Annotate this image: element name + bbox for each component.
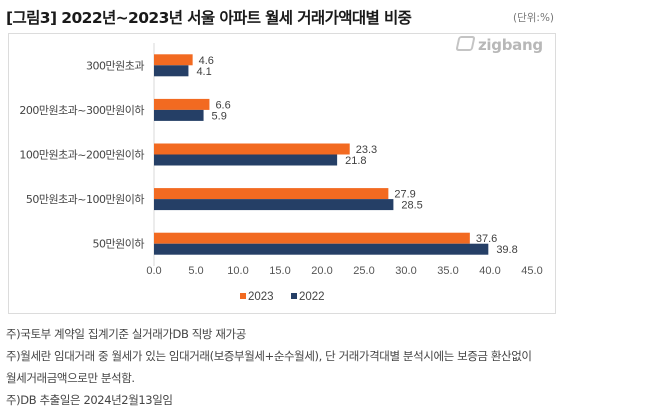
- data-label-2022: 5.9: [212, 110, 227, 122]
- footnotes: 주)국토부 계약일 집계기준 실거래가DB 직방 재가공 주)월세란 임대거래 …: [6, 323, 532, 411]
- data-label-2023: 6.6: [215, 99, 230, 111]
- x-tick-label: 20.0: [311, 265, 332, 277]
- x-tick-label: 15.0: [269, 265, 290, 277]
- bar-2023: [154, 143, 350, 155]
- legend-swatch-2022: [291, 293, 297, 299]
- brand-logo-text: zigbang: [478, 36, 543, 54]
- x-tick-label: 25.0: [353, 265, 374, 277]
- chart-frame: [8, 33, 556, 314]
- bar-2023: [154, 188, 389, 200]
- bar-2022: [154, 65, 189, 77]
- bar-2022: [154, 154, 338, 166]
- legend-label-2023: 2023: [248, 291, 274, 303]
- bar-2023: [154, 232, 470, 244]
- category-label: 50만원이하: [93, 237, 145, 251]
- footnote: 주)국토부 계약일 집계기준 실거래가DB 직방 재가공: [6, 327, 246, 341]
- footnote: 주)DB 추출일은 2024년2월13일임: [6, 393, 173, 407]
- x-tick-label: 30.0: [395, 265, 416, 277]
- data-label-2023: 4.6: [199, 55, 214, 67]
- data-label-2023: 27.9: [394, 189, 415, 201]
- x-tick-label: 35.0: [437, 265, 458, 277]
- data-label-2023: 23.3: [356, 144, 377, 156]
- bar-2022: [154, 243, 489, 255]
- bar-2022: [154, 109, 204, 121]
- x-tick-label: 5.0: [188, 265, 203, 277]
- brand-logo: zigbang: [455, 36, 543, 54]
- x-tick-label: 0.0: [146, 265, 161, 277]
- x-tick-label: 40.0: [479, 265, 500, 277]
- data-label-2023: 37.6: [476, 233, 497, 245]
- category-label: 200만원초과~300만원이하: [19, 103, 144, 117]
- unit-label: (단위:%): [513, 12, 555, 24]
- figure-title: [그림3] 2022년~2023년 서울 아파트 월세 거래가액대별 비중: [6, 9, 412, 27]
- legend-swatch-2023: [240, 293, 246, 299]
- x-tick-label: 45.0: [521, 265, 542, 277]
- bar-2022: [154, 199, 394, 211]
- bar-2023: [154, 54, 193, 66]
- x-tick-label: 10.0: [227, 265, 248, 277]
- bar-2023: [154, 98, 210, 110]
- category-label: 50만원초과~100만원이하: [26, 192, 145, 206]
- data-label-2022: 21.8: [345, 155, 366, 167]
- footnote: 월세거래금액으로만 분석함.: [6, 371, 135, 385]
- data-label-2022: 39.8: [496, 244, 517, 256]
- category-label: 300만원초과: [86, 59, 144, 72]
- footnote: 주)월세란 임대거래 중 월세가 있는 임대거래(보증부월세+순수월세), 단 …: [6, 349, 532, 363]
- data-label-2022: 4.1: [196, 66, 211, 78]
- legend-label-2022: 2022: [299, 291, 325, 303]
- category-label: 100만원초과~200만원이하: [19, 148, 144, 162]
- data-label-2022: 28.5: [401, 200, 422, 212]
